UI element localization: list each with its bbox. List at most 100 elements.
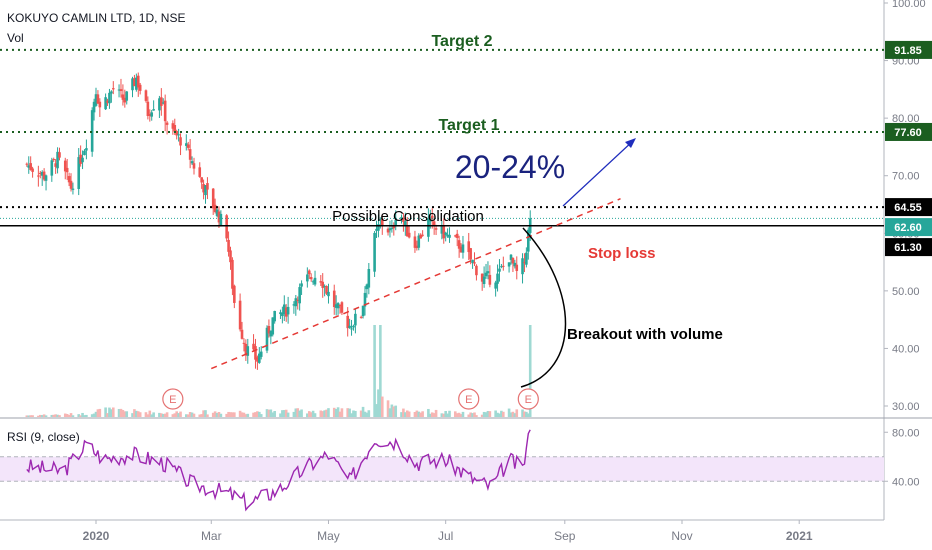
- candle-body: [313, 277, 317, 285]
- candle-body: [144, 90, 148, 101]
- candle-body: [407, 232, 411, 238]
- candle-body: [67, 176, 71, 183]
- candle-body: [359, 316, 363, 318]
- candle-body: [198, 167, 202, 177]
- volume-bar: [482, 411, 486, 417]
- volume-bar: [298, 410, 301, 417]
- price-badges: 91.85 77.60 64.55 62.60 61.30: [885, 40, 932, 257]
- volume-bar: [133, 409, 136, 417]
- stop-loss-annotation: Stop loss: [588, 245, 656, 262]
- volume-bar: [63, 413, 67, 417]
- candle-body: [92, 101, 96, 113]
- candle-body: [367, 269, 371, 288]
- candle-body: [265, 327, 269, 351]
- candle-body: [377, 224, 380, 231]
- candle-body: [40, 171, 44, 176]
- candle-body: [511, 257, 515, 264]
- volume-bar: [175, 411, 178, 417]
- volume-bars: [25, 325, 532, 417]
- candle-body: [282, 304, 286, 315]
- candle-body: [125, 91, 129, 101]
- volume-bar: [509, 412, 513, 417]
- candle-body: [123, 97, 127, 103]
- price-badge: [885, 40, 932, 59]
- volume-bar: [429, 413, 432, 417]
- volume-bar: [186, 414, 190, 417]
- earnings-marker[interactable]: [162, 388, 184, 410]
- volume-bar: [500, 410, 503, 417]
- volume-bar: [415, 410, 419, 417]
- candle-body: [348, 325, 351, 328]
- candle-body: [365, 284, 369, 290]
- volume-bar: [215, 412, 219, 417]
- candle-body: [173, 125, 177, 132]
- time-tick-label: May: [317, 529, 340, 543]
- volume-bar: [300, 409, 303, 417]
- earnings-marker[interactable]: [458, 388, 480, 410]
- projection-annotation: 20-24%: [455, 149, 565, 185]
- volume-bar: [40, 415, 44, 417]
- candle-body: [171, 123, 175, 129]
- candle-body: [96, 94, 100, 104]
- candle-body: [267, 326, 271, 334]
- candle-body: [471, 259, 474, 263]
- volume-bar: [313, 413, 317, 417]
- candle-body: [354, 313, 357, 326]
- candle-body: [417, 235, 421, 248]
- candle-body: [392, 225, 396, 229]
- volume-bar: [417, 411, 421, 417]
- candle-body: [31, 168, 34, 172]
- volume-bar: [27, 415, 31, 417]
- candle-body: [85, 148, 88, 151]
- volume-bar: [219, 413, 223, 417]
- candle-body: [161, 102, 165, 104]
- volume-bar: [350, 413, 353, 417]
- volume-bar: [405, 410, 409, 417]
- candle-body: [27, 165, 31, 168]
- price-badge: [885, 122, 932, 141]
- volume-bar: [363, 411, 367, 417]
- candle-body: [475, 265, 478, 276]
- candle-body: [457, 240, 461, 249]
- candle-body: [229, 250, 232, 263]
- candle-body: [217, 211, 221, 223]
- volume-bar: [513, 413, 517, 417]
- price-badge-label: 61.30: [894, 242, 922, 254]
- volume-bar: [480, 414, 484, 417]
- candle-body: [38, 172, 42, 174]
- candle-body: [394, 219, 398, 227]
- volume-bar: [390, 404, 394, 417]
- earnings-marker-label: E: [525, 394, 532, 406]
- candle-body: [363, 292, 367, 307]
- volume-bar: [69, 413, 73, 417]
- volume-bar: [58, 415, 61, 417]
- price-tick-label: 50.00: [892, 286, 920, 298]
- candle-body: [446, 234, 449, 237]
- earnings-marker[interactable]: [517, 388, 539, 410]
- candle-body: [269, 330, 273, 337]
- candle-body: [390, 228, 394, 230]
- volume-bar: [386, 400, 390, 417]
- candle-body: [319, 281, 323, 283]
- volume-bar: [42, 414, 46, 417]
- volume-bar: [131, 413, 134, 417]
- candle-body: [215, 209, 219, 216]
- volume-bar: [200, 414, 203, 417]
- candle-body: [415, 245, 419, 249]
- volume-bar: [171, 414, 175, 417]
- volume-bar: [407, 411, 411, 417]
- volume-bar: [448, 410, 451, 417]
- volume-bar: [367, 410, 371, 417]
- candle-body: [58, 152, 61, 158]
- candle-body: [306, 274, 309, 282]
- volume-bar: [37, 415, 40, 417]
- volume-bar: [90, 414, 94, 417]
- candle-body: [375, 228, 378, 231]
- volume-bar: [284, 409, 288, 417]
- candle-body: [152, 109, 155, 111]
- volume-bar: [271, 412, 275, 417]
- candle-body: [405, 225, 409, 237]
- volume-bar: [150, 414, 154, 417]
